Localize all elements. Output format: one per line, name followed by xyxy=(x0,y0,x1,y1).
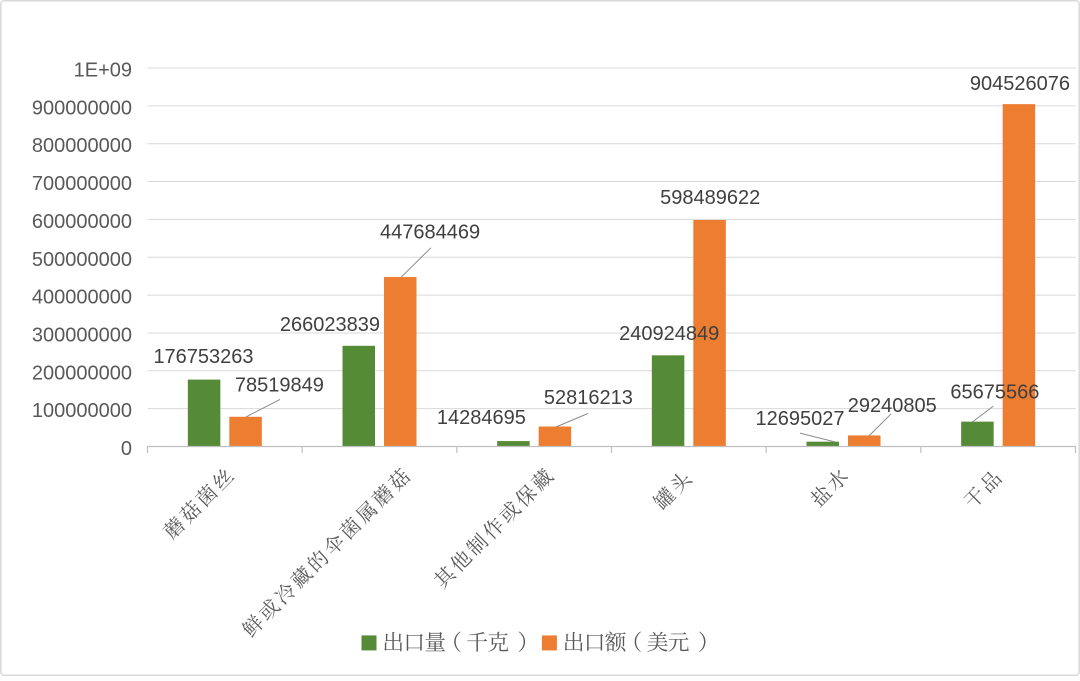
svg-text:700000000: 700000000 xyxy=(32,173,132,195)
svg-text:12695027: 12695027 xyxy=(756,408,845,430)
svg-text:904526076: 904526076 xyxy=(970,73,1070,95)
svg-text:78519849: 78519849 xyxy=(235,374,324,396)
svg-text:266023839: 266023839 xyxy=(280,314,380,336)
svg-text:65675566: 65675566 xyxy=(950,382,1039,404)
svg-text:200000000: 200000000 xyxy=(32,362,132,384)
svg-text:447684469: 447684469 xyxy=(380,222,480,244)
svg-text:600000000: 600000000 xyxy=(32,211,132,233)
svg-text:176753263: 176753263 xyxy=(153,346,253,368)
svg-text:29240805: 29240805 xyxy=(848,395,937,417)
svg-text:0: 0 xyxy=(121,438,132,460)
svg-text:14284695: 14284695 xyxy=(437,407,526,429)
svg-text:500000000: 500000000 xyxy=(32,249,132,271)
svg-text:598489622: 598489622 xyxy=(660,187,760,209)
svg-text:800000000: 800000000 xyxy=(32,135,132,157)
svg-text:1E+09: 1E+09 xyxy=(74,60,132,82)
svg-text:900000000: 900000000 xyxy=(32,97,132,119)
svg-text:240924849: 240924849 xyxy=(619,323,719,345)
svg-text:300000000: 300000000 xyxy=(32,324,132,346)
svg-text:100000000: 100000000 xyxy=(32,400,132,422)
svg-text:400000000: 400000000 xyxy=(32,287,132,309)
svg-text:52816213: 52816213 xyxy=(544,387,633,409)
